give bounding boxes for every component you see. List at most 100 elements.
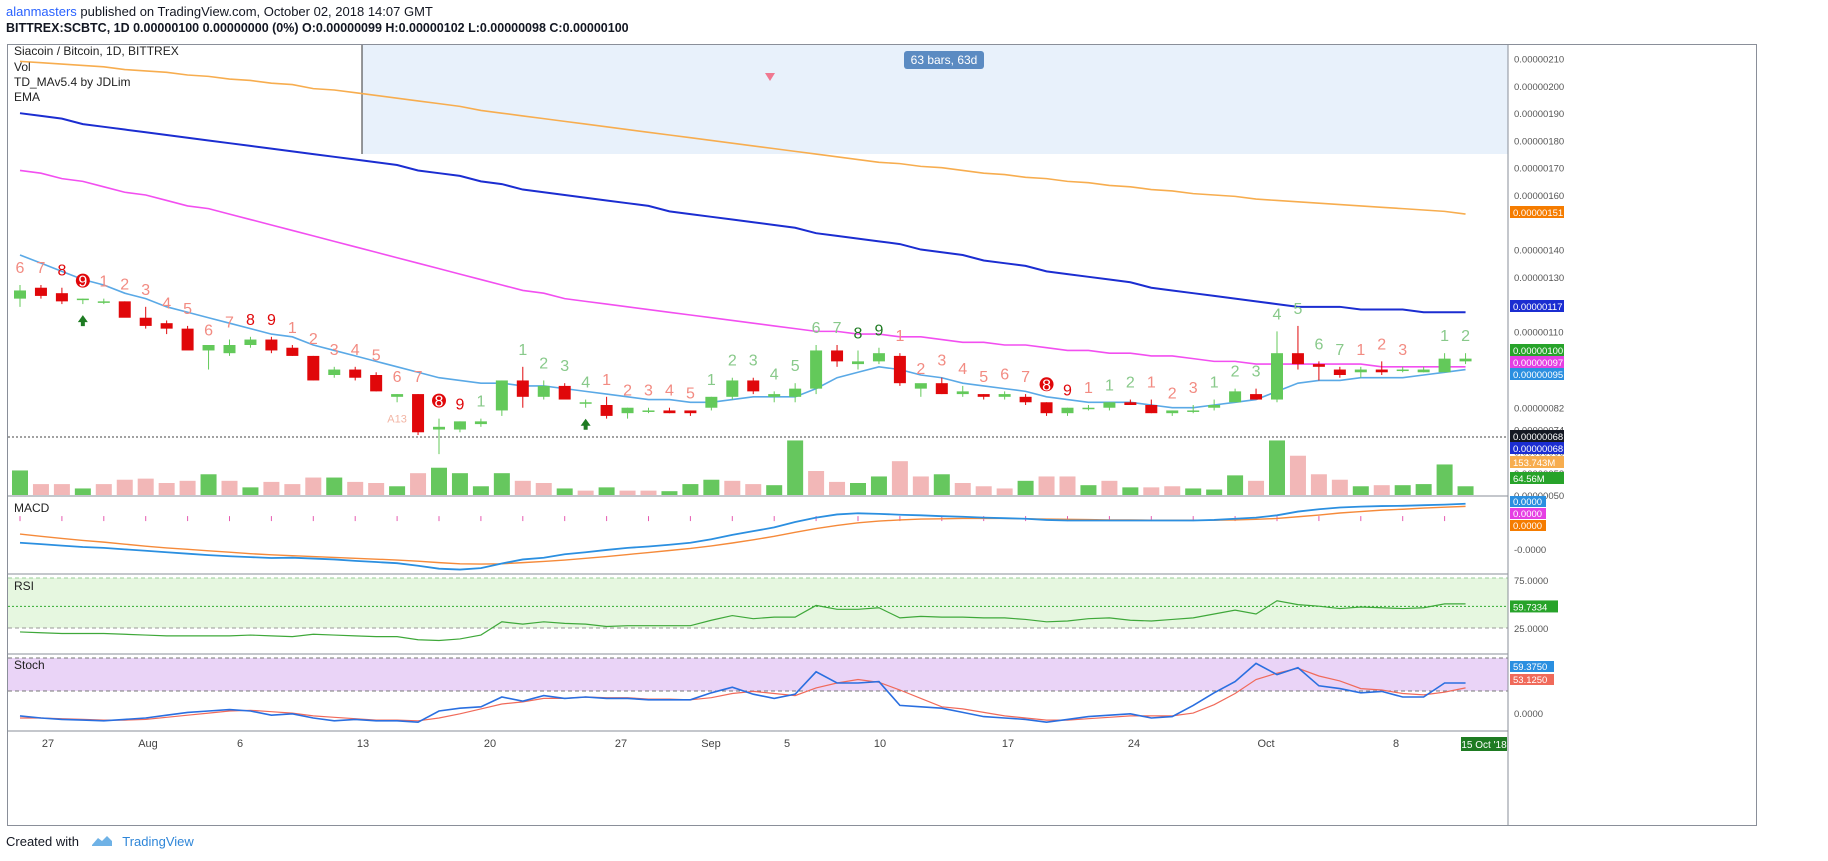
volume-bar [870,476,887,495]
volume-bar [891,461,908,495]
volume-bar [808,471,825,495]
td-count-label: 9 [1063,383,1072,400]
td-count-label: 3 [1189,380,1198,397]
ema-long-line [19,112,1466,314]
candle-body [202,345,215,351]
tradingview-logo-icon [91,835,113,850]
stoch-axis-tag-text: 59.3750 [1513,662,1547,673]
publish-line: alanmasters published on TradingView.com… [6,4,433,19]
td-count-label: 1 [602,372,611,389]
volume-bar [829,481,846,495]
price-tick-label: 0.00000110 [1514,327,1564,338]
candle-body [726,380,739,397]
candle-body [579,402,592,404]
candle-body [872,353,885,362]
volume-bar [577,490,594,495]
td-count-label: 6 [204,323,213,340]
candle-body [1208,405,1221,408]
td-count-label: 8 [246,312,255,329]
td-count-label: 2 [728,353,737,370]
time-axis-label: Oct [1257,738,1274,750]
td-count-label: 5 [1293,301,1302,318]
td-count-label: 9 [267,312,276,329]
candle-body [328,369,341,375]
price-axis-tag-text: 64.56M [1513,474,1545,485]
volume-bar [200,474,217,495]
rsi-axis-tag-text: 59.7334 [1513,602,1547,613]
date-badge-text: 15 Oct '18 [1461,740,1507,751]
candle-body [642,410,655,412]
td-count-label: 7 [225,315,234,332]
candle-body [118,301,131,318]
author-link[interactable]: alanmasters [6,4,77,19]
candle-body [1438,358,1451,373]
volume-bar [661,491,678,495]
tradingview-link[interactable]: TradingView [122,834,194,849]
td-count-label: 1 [1147,375,1156,392]
td-count-circle [432,393,446,408]
candle-body [747,380,760,392]
volume-bar [514,480,531,495]
chart-svg[interactable]: 63 bars, 63d 0.00000210 0.00000200 0.000001… [8,45,1756,825]
volume-bar [598,487,615,495]
td-count-label: 1 [1084,380,1093,397]
td-count-label: 4 [958,361,967,378]
time-axis-label: 6 [237,738,243,750]
volume-bar [1059,476,1076,495]
candle-body [391,394,404,397]
macd-axis-tag [1510,520,1546,531]
price-axis-tag-text: 0.00000068 [1513,432,1563,443]
td-count-label: 3 [141,282,150,299]
candle-body [977,394,990,397]
volume-bar [703,479,720,495]
td-count-label: 9 [874,323,883,340]
candle-body [1459,358,1472,362]
candle-body [1019,396,1032,403]
price-axis-tag [1510,300,1564,312]
time-axis-label: 20 [484,738,496,750]
td-count-label: 8 [435,394,444,411]
range-badge-bg [904,51,984,69]
candle-body [474,421,487,425]
candle-body [1396,369,1409,372]
candle-body [1229,391,1242,403]
volume-bar [1038,476,1055,495]
td-count-label: 1 [476,394,485,411]
time-axis-label: 17 [1002,738,1014,750]
volume-bar [1352,486,1369,495]
candle-body [453,421,466,430]
candle-body [831,350,844,362]
td-count-label: 7 [36,260,45,277]
volume-bar [682,484,699,495]
candle-body [1124,402,1137,405]
candle-body [244,339,257,345]
candle-body [663,410,676,414]
candle-body [1375,369,1388,373]
rsi-title: RSI [14,579,34,593]
td-count-label: 3 [644,383,653,400]
volume-bar [493,473,510,495]
candle-body [558,385,571,400]
price-axis-tag-text: 153.743M [1513,458,1555,469]
td-count-label: 2 [1168,385,1177,402]
td-count-label: 2 [623,383,632,400]
volume-bar [1101,480,1118,495]
volume-bar [975,486,992,495]
price-axis-tag-text: 0.00000068 [1513,444,1563,455]
price-axis-tag [1510,344,1564,356]
volume-bar [284,484,301,495]
candle-body [370,375,383,392]
volume-bar [1122,487,1139,495]
candle-body [789,388,802,397]
td-count-label: 2 [1461,328,1470,345]
candle-body [1166,410,1179,414]
td-count-label: 2 [120,276,129,293]
macd-axis-tag-text: 0.0000 [1513,497,1542,508]
td-count-label: 6 [393,369,402,386]
macd-axis-tag-text: 0.0000 [1513,509,1542,520]
candle-body [160,323,173,329]
td-count-label: 5 [183,301,192,318]
td-count-label: 2 [1126,375,1135,392]
rsi-tick-label: 25.0000 [1514,624,1548,635]
candle-body [307,355,320,381]
